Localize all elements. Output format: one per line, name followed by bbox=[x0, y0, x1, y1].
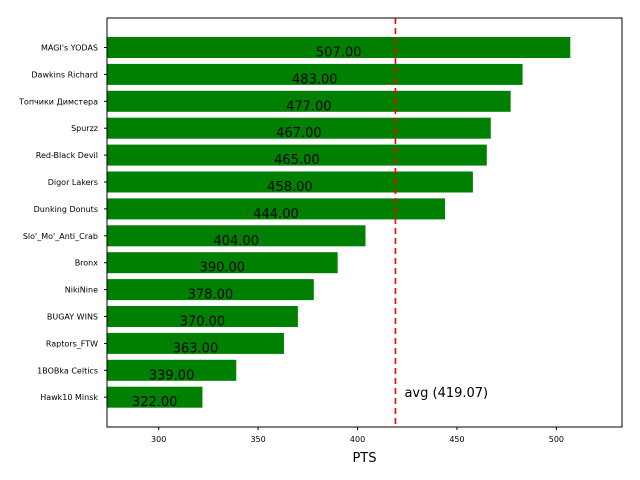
bar-value-label: 483.00 bbox=[292, 72, 338, 87]
x-tick-label: 400 bbox=[350, 435, 365, 444]
bars-group bbox=[107, 37, 571, 408]
bar-5 bbox=[107, 171, 473, 193]
bar-value-label: 458.00 bbox=[267, 180, 313, 195]
bar-4 bbox=[107, 144, 487, 166]
bar-value-label: 444.00 bbox=[253, 207, 299, 222]
y-tick-label: Red-Black Devil bbox=[36, 151, 98, 160]
bar-9 bbox=[107, 279, 314, 301]
y-tick-label: Bronx bbox=[75, 259, 99, 268]
bar-10 bbox=[107, 306, 298, 327]
bar-value-label: 339.00 bbox=[149, 368, 195, 383]
bar-value-label: 404.00 bbox=[213, 234, 259, 249]
y-tick-label: Spurzz bbox=[71, 124, 98, 133]
bar-7 bbox=[107, 225, 366, 247]
y-tick-label: Dawkins Richard bbox=[31, 70, 98, 79]
bar-value-label: 370.00 bbox=[180, 315, 226, 330]
x-tick-label: 350 bbox=[250, 435, 265, 444]
bar-value-label: 390.00 bbox=[200, 261, 246, 276]
bar-0 bbox=[107, 37, 571, 58]
bar-11 bbox=[107, 332, 284, 354]
x-tick-label: 450 bbox=[449, 435, 464, 444]
bar-12 bbox=[107, 359, 237, 381]
y-tick-label: Топчики Димстера bbox=[18, 97, 98, 106]
x-tick-label: 300 bbox=[151, 435, 166, 444]
y-tick-label: BUGAY WINS bbox=[47, 313, 98, 322]
y-tick-label: Dunking Donuts bbox=[34, 205, 98, 214]
bar-1 bbox=[107, 63, 523, 85]
x-tick-label: 500 bbox=[549, 435, 564, 444]
y-tick-label: Digor Lakers bbox=[48, 178, 98, 187]
bar-2 bbox=[107, 90, 511, 112]
bar-value-labels: 507.00 483.00 477.00 467.00 465.00 458.00 444.… bbox=[132, 46, 361, 411]
y-tick-label: NikiNine bbox=[65, 286, 98, 295]
plot-frame bbox=[106, 17, 623, 428]
bar-value-label: 465.00 bbox=[274, 153, 320, 168]
x-axis-ticks: 300 350 400 450 500 bbox=[151, 427, 564, 444]
bar-6 bbox=[107, 198, 446, 220]
y-tick-label: Hawk10 Minsk bbox=[40, 393, 98, 402]
y-axis-ticks: MAGI's YODAS Dawkins Richard Топчики Димст… bbox=[18, 44, 107, 402]
bar-value-label: 363.00 bbox=[173, 341, 219, 356]
y-tick-label: MAGI's YODAS bbox=[41, 44, 98, 53]
average-label: avg (419.07) bbox=[404, 386, 488, 401]
x-axis-label: PTS bbox=[352, 451, 376, 466]
y-tick-label: Slo'_Mo'_Anti_Crab bbox=[23, 232, 98, 241]
bar-value-label: 322.00 bbox=[132, 395, 178, 410]
bar-value-label: 507.00 bbox=[316, 46, 362, 61]
bar-value-label: 477.00 bbox=[286, 99, 332, 114]
bar-8 bbox=[107, 252, 338, 274]
bar-value-label: 378.00 bbox=[188, 288, 234, 303]
bar-value-label: 467.00 bbox=[276, 126, 322, 141]
y-tick-label: Raptors_FTW bbox=[46, 339, 98, 348]
y-tick-label: 1BOBka Celtics bbox=[37, 366, 98, 375]
bar-13 bbox=[107, 386, 203, 408]
